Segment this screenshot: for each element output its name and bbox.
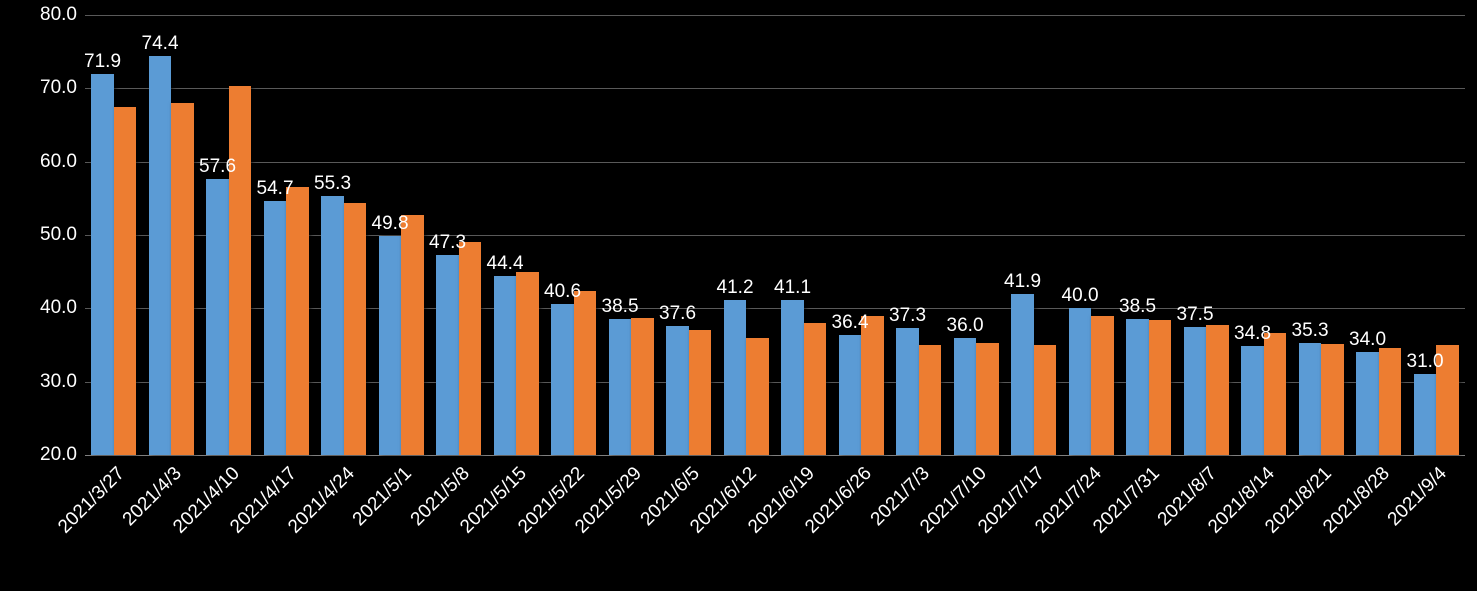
data-label: 34.8 xyxy=(1234,323,1271,345)
y-tick-label: 70.0 xyxy=(40,77,77,99)
data-label: 36.4 xyxy=(832,312,869,334)
data-label: 41.2 xyxy=(717,277,754,299)
bar-series-b xyxy=(689,330,711,455)
bar-series-b xyxy=(746,338,768,455)
bar-series-a xyxy=(896,328,918,455)
bar-series-b xyxy=(861,316,883,455)
bar-series-b xyxy=(1149,320,1171,455)
bar-series-b xyxy=(919,345,941,455)
bar-series-a xyxy=(1414,374,1436,455)
gridline xyxy=(85,455,1465,456)
bar-series-b xyxy=(114,107,136,455)
bar-series-a xyxy=(954,338,976,455)
data-label: 55.3 xyxy=(314,173,351,195)
bar-series-a xyxy=(781,300,803,455)
bar-series-a xyxy=(264,201,286,455)
data-label: 37.6 xyxy=(659,303,696,325)
data-label: 47.3 xyxy=(429,232,466,254)
data-label: 41.9 xyxy=(1004,271,1041,293)
data-label: 40.6 xyxy=(544,281,581,303)
bar-series-a xyxy=(724,300,746,455)
y-tick-label: 20.0 xyxy=(40,444,77,466)
bar-series-a xyxy=(1241,346,1263,455)
data-label: 71.9 xyxy=(84,51,121,73)
bar-series-b xyxy=(171,103,193,455)
bar-series-b xyxy=(401,215,423,455)
bar-series-a xyxy=(1299,343,1321,455)
data-label: 40.0 xyxy=(1062,285,1099,307)
bar-series-a xyxy=(1356,352,1378,455)
bar-series-a xyxy=(609,319,631,455)
bar-series-b xyxy=(1379,348,1401,455)
bar-series-b xyxy=(1206,325,1228,455)
bar-series-b xyxy=(804,323,826,455)
bar-series-a xyxy=(91,74,113,455)
bar-series-a xyxy=(494,276,516,455)
data-label: 31.0 xyxy=(1407,351,1444,373)
x-axis-labels: 2021/3/272021/4/32021/4/102021/4/172021/… xyxy=(85,463,1465,591)
data-label: 36.0 xyxy=(947,315,984,337)
y-tick-label: 40.0 xyxy=(40,297,77,319)
bar-series-a xyxy=(379,236,401,455)
data-label: 37.5 xyxy=(1177,304,1214,326)
data-label: 57.6 xyxy=(199,156,236,178)
data-label: 38.5 xyxy=(1119,296,1156,318)
data-label: 74.4 xyxy=(142,33,179,55)
bar-series-b xyxy=(286,187,308,455)
data-label: 41.1 xyxy=(774,277,811,299)
x-tick-label: 2021/5/1 xyxy=(349,463,417,531)
bar-series-b xyxy=(459,242,481,455)
bar-series-a xyxy=(551,304,573,455)
data-label: 49.8 xyxy=(372,213,409,235)
bar-series-a xyxy=(206,179,228,455)
bar-series-b xyxy=(344,203,366,455)
data-label: 35.3 xyxy=(1292,320,1329,342)
bar-series-a xyxy=(1184,327,1206,455)
bar-series-b xyxy=(516,272,538,455)
bars-layer xyxy=(85,15,1465,455)
y-tick-label: 60.0 xyxy=(40,151,77,173)
y-tick-label: 50.0 xyxy=(40,224,77,246)
bar-series-a xyxy=(666,326,688,455)
bar-series-b xyxy=(631,318,653,455)
y-tick-label: 30.0 xyxy=(40,371,77,393)
bar-series-a xyxy=(839,335,861,455)
bar-series-b xyxy=(574,291,596,455)
y-tick-label: 80.0 xyxy=(40,4,77,26)
bar-series-a xyxy=(1069,308,1091,455)
bar-series-b xyxy=(1321,344,1343,455)
bar-series-b xyxy=(976,343,998,455)
bar-series-b xyxy=(1034,345,1056,455)
bar-series-a xyxy=(149,56,171,455)
data-label: 54.7 xyxy=(257,178,294,200)
bar-series-b xyxy=(1264,333,1286,455)
data-label: 38.5 xyxy=(602,296,639,318)
bar-series-b xyxy=(1091,316,1113,455)
data-label: 37.3 xyxy=(889,305,926,327)
bar-series-a xyxy=(1126,319,1148,455)
x-tick-label: 2021/3/27 xyxy=(54,463,129,538)
bar-series-a xyxy=(1011,294,1033,455)
data-label: 44.4 xyxy=(487,253,524,275)
bar-chart: 20.0 30.0 40.0 50.0 60.0 70.0 80.0 71.9 74.4 57.… xyxy=(0,0,1477,591)
x-tick-label: 2021/9/4 xyxy=(1384,463,1452,531)
data-label: 34.0 xyxy=(1349,329,1386,351)
bar-series-a xyxy=(321,196,343,455)
bar-series-b xyxy=(229,86,251,455)
plot-area: 20.030.040.050.060.070.080.0 71.974.457.… xyxy=(85,15,1465,455)
bar-series-a xyxy=(436,255,458,455)
